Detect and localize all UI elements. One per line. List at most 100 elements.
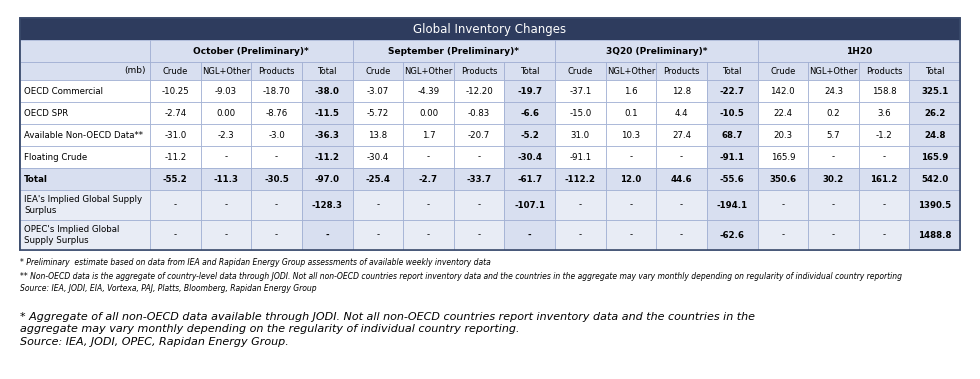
Text: 142.0: 142.0	[770, 86, 795, 96]
Bar	[20, 102, 150, 124]
Text: Crude: Crude	[366, 66, 390, 75]
Bar	[707, 62, 758, 80]
Bar	[657, 168, 707, 190]
Text: -11.5: -11.5	[315, 108, 340, 117]
Bar	[657, 190, 707, 220]
Bar	[758, 168, 808, 190]
Text: -: -	[325, 230, 329, 240]
Bar	[353, 102, 403, 124]
Bar	[808, 146, 858, 168]
Bar	[707, 190, 758, 220]
Text: -8.76: -8.76	[266, 108, 288, 117]
Text: October (Preliminary)*: October (Preliminary)*	[193, 47, 309, 55]
Bar	[302, 102, 353, 124]
Bar	[808, 168, 858, 190]
Bar	[150, 220, 201, 250]
Bar	[808, 124, 858, 146]
Text: -: -	[427, 200, 430, 210]
Text: 0.00: 0.00	[418, 108, 438, 117]
Text: 1.6: 1.6	[624, 86, 638, 96]
Bar	[909, 146, 960, 168]
Text: Global Inventory Changes: Global Inventory Changes	[414, 22, 566, 36]
Text: * Aggregate of all non-OECD data available through JODI. Not all non-OECD countr: * Aggregate of all non-OECD data availab…	[20, 312, 755, 347]
Text: -4.39: -4.39	[417, 86, 439, 96]
Bar	[353, 190, 403, 220]
Bar	[707, 168, 758, 190]
Bar	[505, 80, 555, 102]
Bar	[555, 124, 606, 146]
Bar	[403, 124, 454, 146]
Bar	[555, 80, 606, 102]
Text: 12.0: 12.0	[620, 174, 642, 183]
Text: -: -	[275, 152, 278, 161]
Text: -2.3: -2.3	[218, 130, 234, 139]
Text: -: -	[477, 200, 480, 210]
Bar	[302, 220, 353, 250]
Bar	[758, 220, 808, 250]
Text: 31.0: 31.0	[570, 130, 590, 139]
Text: -: -	[680, 152, 683, 161]
Bar	[555, 102, 606, 124]
Bar	[657, 124, 707, 146]
Bar	[808, 80, 858, 102]
Bar	[858, 168, 909, 190]
Bar	[302, 168, 353, 190]
Bar	[909, 62, 960, 80]
Bar	[555, 220, 606, 250]
Text: -62.6: -62.6	[719, 230, 745, 240]
Bar	[251, 190, 302, 220]
Text: -: -	[629, 152, 632, 161]
Text: -: -	[832, 200, 835, 210]
Bar	[201, 80, 251, 102]
Bar	[555, 62, 606, 80]
Text: -31.0: -31.0	[165, 130, 186, 139]
Bar	[403, 80, 454, 102]
Text: Crude: Crude	[567, 66, 593, 75]
Bar	[353, 80, 403, 102]
Bar	[909, 102, 960, 124]
Text: (mb): (mb)	[124, 66, 146, 75]
Bar	[758, 62, 808, 80]
Bar	[909, 124, 960, 146]
Text: -5.2: -5.2	[520, 130, 539, 139]
Bar	[808, 190, 858, 220]
Text: -6.6: -6.6	[520, 108, 539, 117]
Text: 158.8: 158.8	[872, 86, 897, 96]
Bar	[403, 190, 454, 220]
Bar	[201, 146, 251, 168]
Bar	[454, 124, 505, 146]
Text: -194.1: -194.1	[716, 200, 748, 210]
Bar	[251, 124, 302, 146]
Bar	[150, 40, 353, 62]
Text: -: -	[427, 152, 430, 161]
Bar	[909, 220, 960, 250]
Bar	[201, 62, 251, 80]
Text: 165.9: 165.9	[921, 152, 949, 161]
Text: -97.0: -97.0	[315, 174, 340, 183]
Bar	[201, 168, 251, 190]
Bar	[758, 190, 808, 220]
Bar	[858, 102, 909, 124]
Text: -3.07: -3.07	[367, 86, 389, 96]
Bar	[454, 62, 505, 80]
Bar	[20, 80, 150, 102]
Bar	[909, 80, 960, 102]
Bar	[302, 190, 353, 220]
Text: 0.2: 0.2	[826, 108, 840, 117]
Text: -: -	[579, 200, 582, 210]
Text: 0.00: 0.00	[217, 108, 235, 117]
Bar	[20, 62, 150, 80]
Text: OECD SPR: OECD SPR	[24, 108, 69, 117]
Bar	[858, 80, 909, 102]
Text: Total: Total	[722, 66, 742, 75]
Text: -: -	[275, 230, 278, 240]
Text: 13.8: 13.8	[368, 130, 387, 139]
Text: Products: Products	[865, 66, 903, 75]
Text: -55.2: -55.2	[163, 174, 188, 183]
Text: 3Q20 (Preliminary)*: 3Q20 (Preliminary)*	[606, 47, 707, 55]
Bar	[150, 190, 201, 220]
Text: -55.6: -55.6	[720, 174, 745, 183]
Bar	[606, 146, 657, 168]
Text: -11.3: -11.3	[214, 174, 238, 183]
Bar	[353, 168, 403, 190]
